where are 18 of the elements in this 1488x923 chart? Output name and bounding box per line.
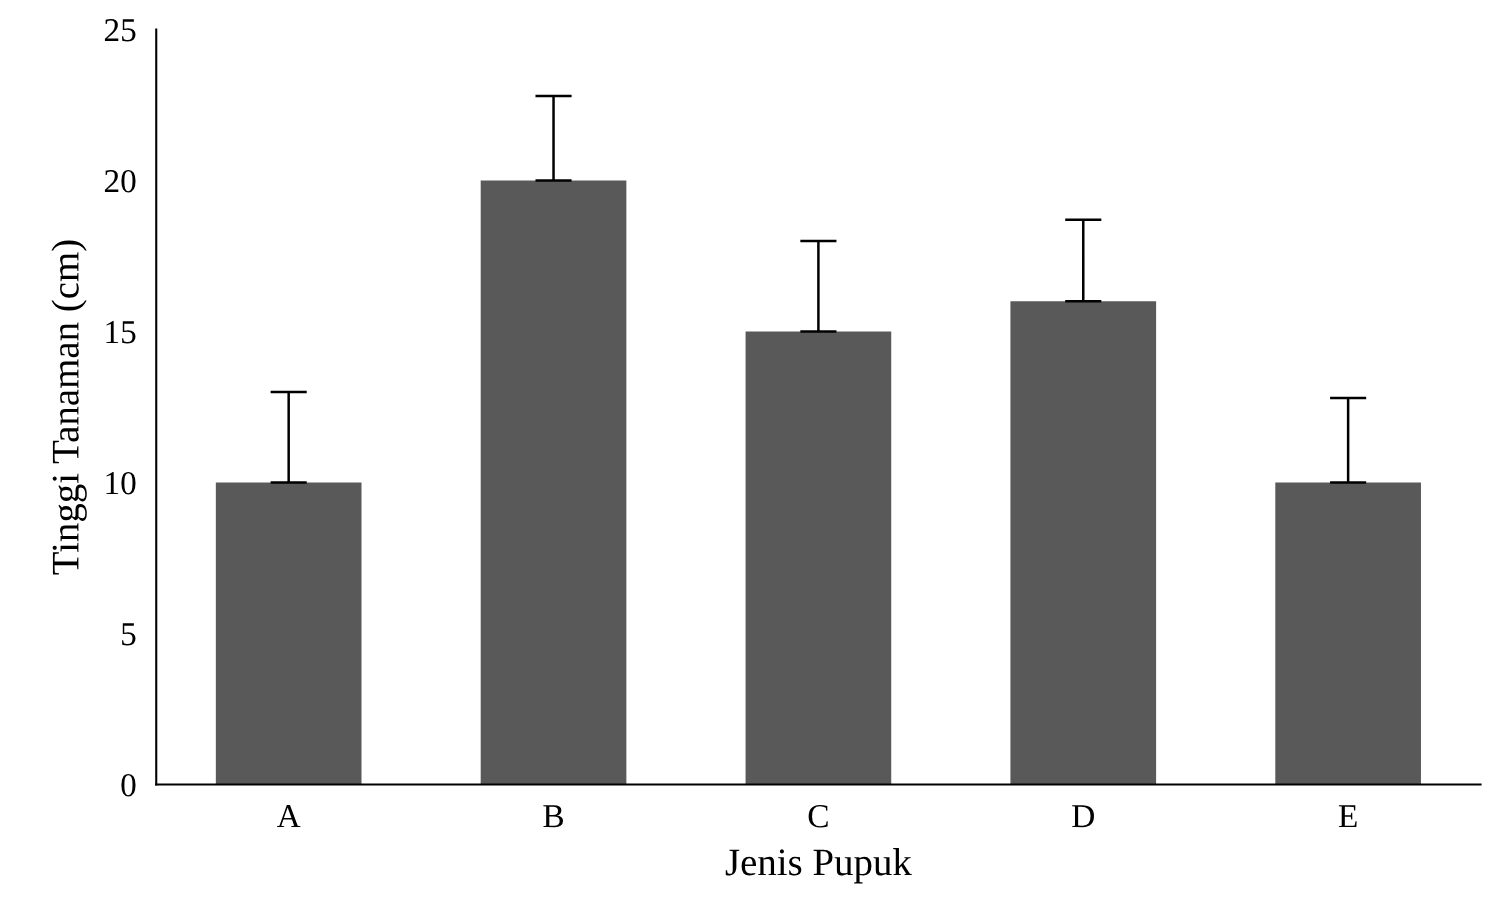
- bar: [1010, 301, 1157, 785]
- bar: [1275, 482, 1421, 785]
- y-tick-label: 20: [104, 169, 136, 193]
- bar: [215, 482, 362, 785]
- x-tick-label: B: [543, 805, 564, 828]
- bar: [745, 331, 892, 785]
- x-tick-label: C: [808, 805, 828, 828]
- y-tick-label: 15: [106, 321, 136, 344]
- x-tick-label: D: [1072, 805, 1094, 828]
- x-tick-label: E: [1338, 805, 1357, 828]
- y-tick-label: 10: [106, 471, 136, 495]
- x-axis-title: Jenis Pupuk: [725, 848, 912, 884]
- x-tick-label: A: [276, 805, 301, 828]
- y-axis-title: Tinggi Tanaman (cm): [51, 240, 87, 575]
- bar: [480, 180, 627, 785]
- y-tick-label: 5: [122, 623, 136, 646]
- y-tick-label: 25: [104, 19, 136, 42]
- y-tick-label: 0: [121, 773, 136, 797]
